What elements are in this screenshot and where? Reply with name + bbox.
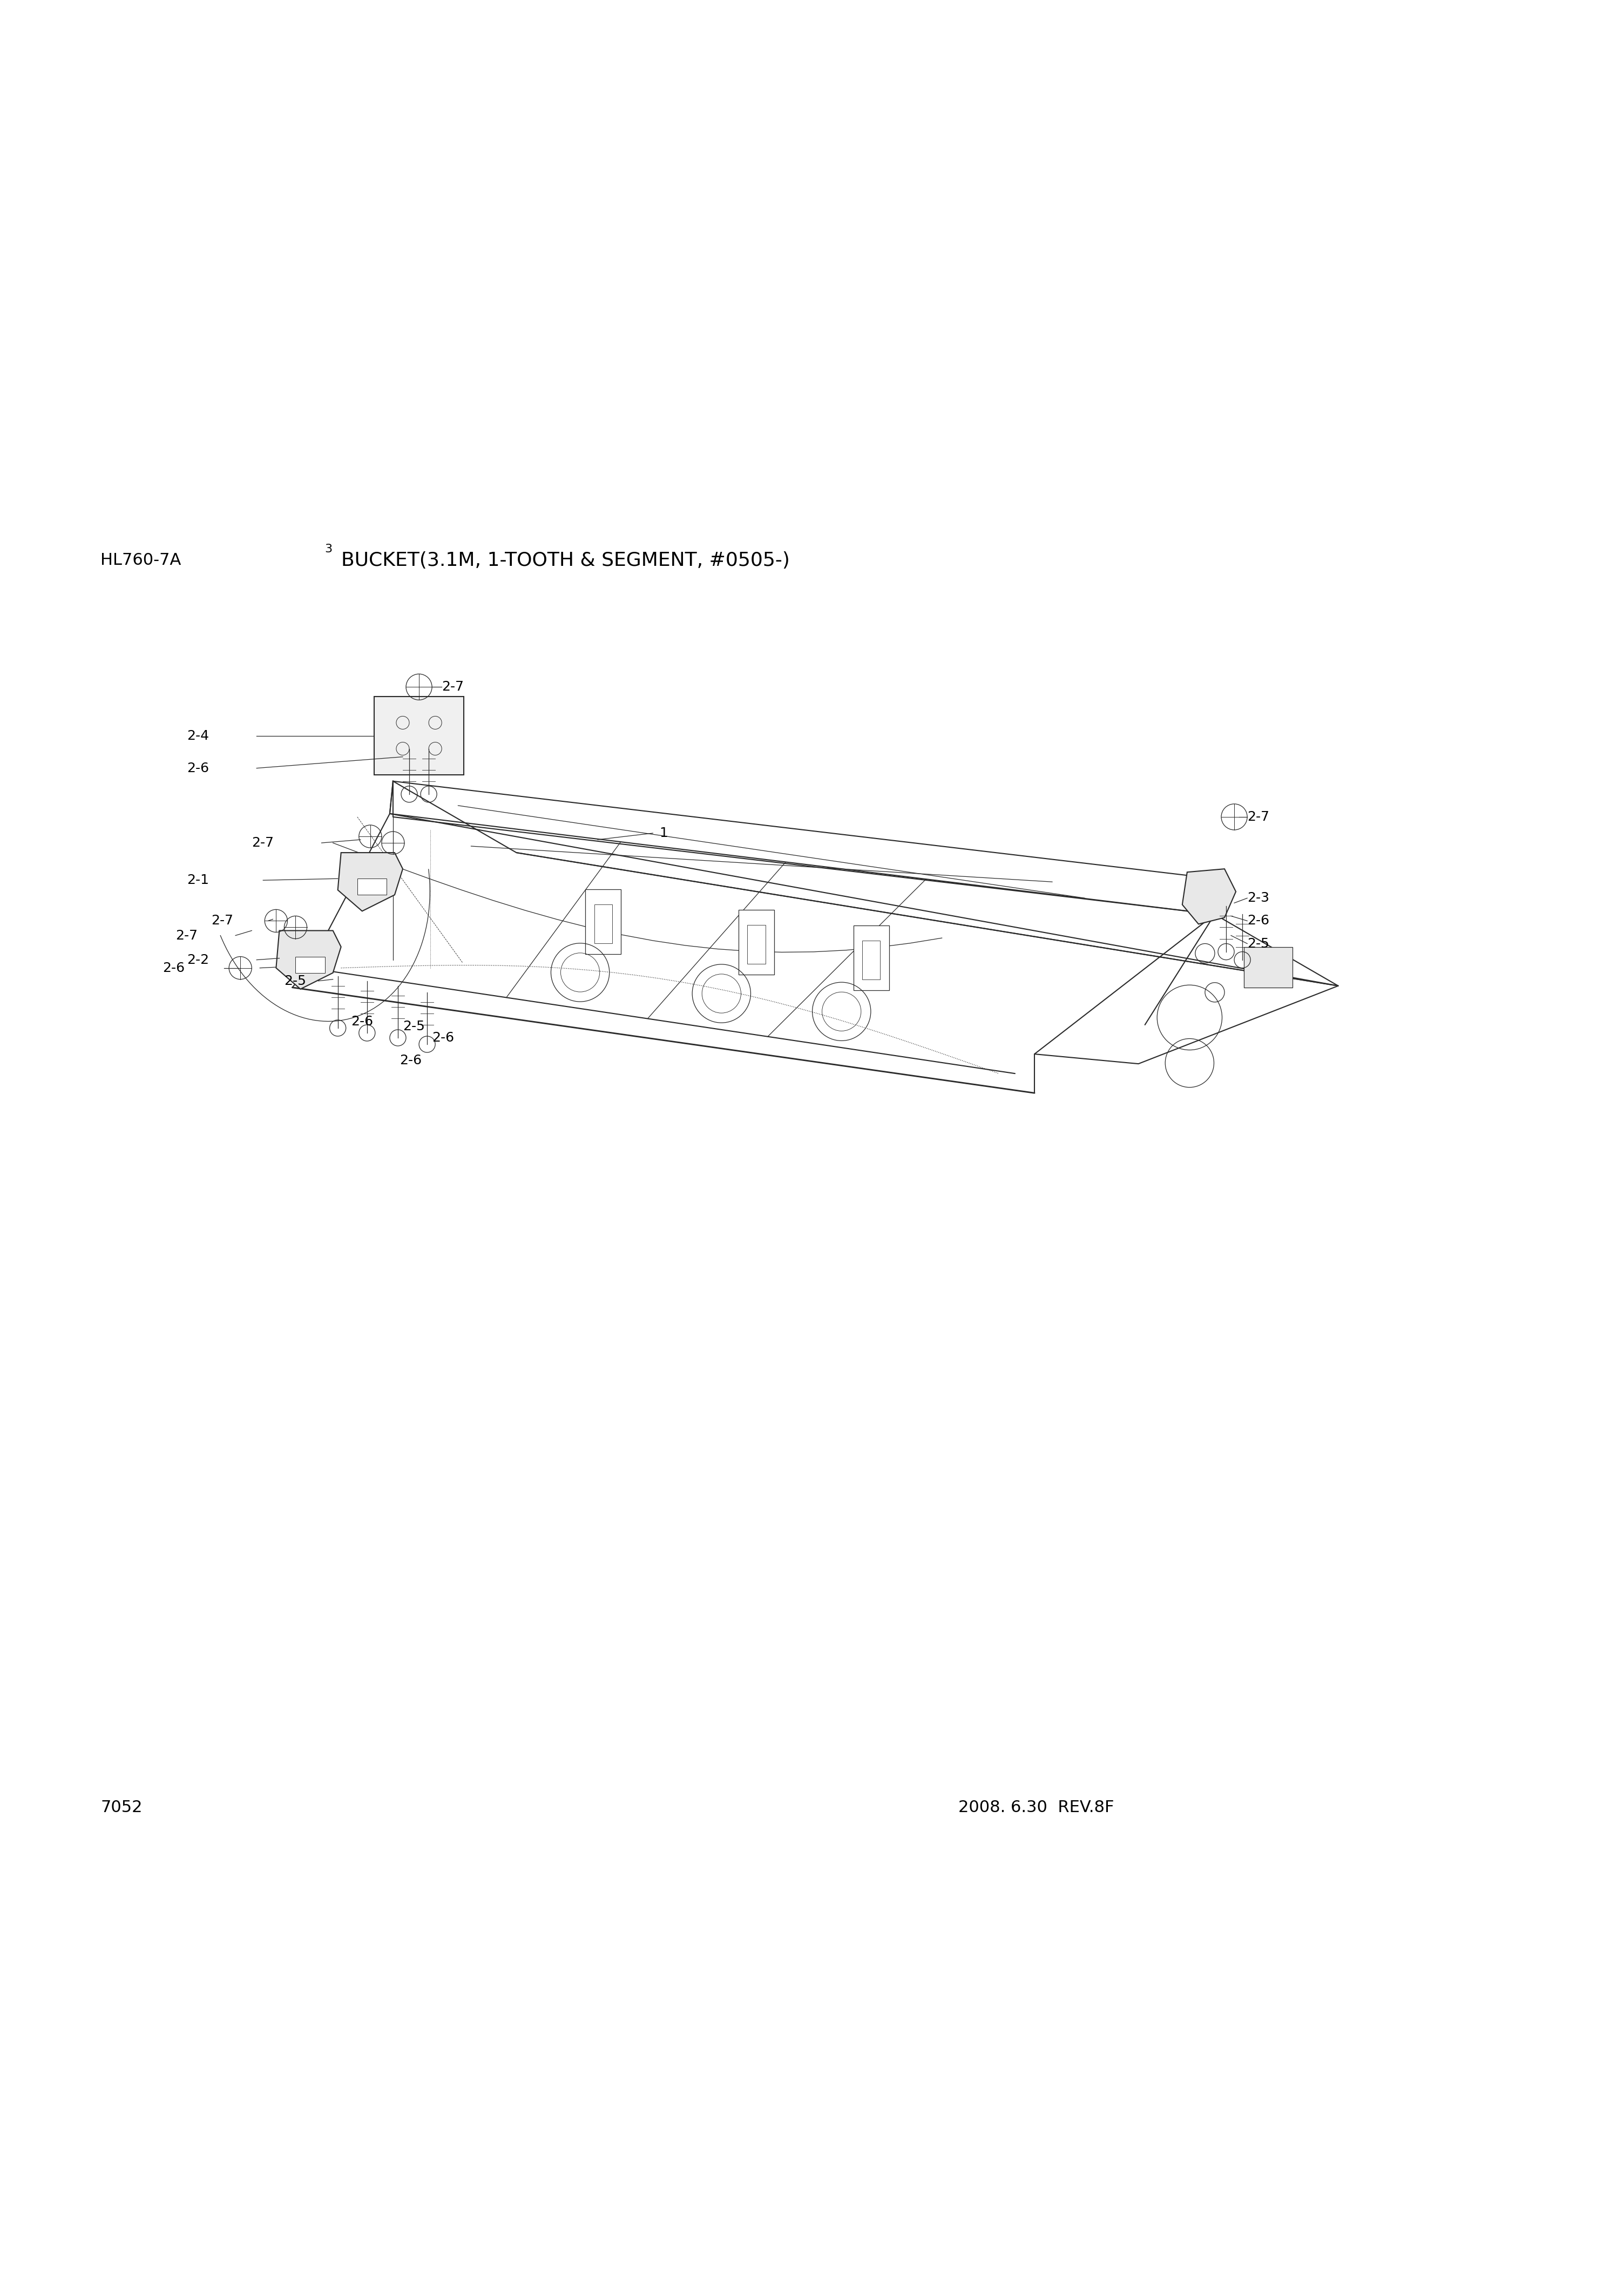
Bar [296,956,325,972]
Bar [585,890,620,954]
Text: 2-7: 2-7 [175,929,198,943]
Text: 2-4: 2-4 [187,729,209,742]
Text: 2-6: 2-6 [432,1031,455,1045]
Text: 2-6: 2-6 [162,961,185,975]
Text: 7052: 7052 [101,1799,143,1815]
Bar [739,911,775,975]
Polygon shape [1182,870,1236,924]
Bar [1244,947,1293,988]
Bar [862,940,880,979]
Text: HL760-7A: HL760-7A [101,553,182,569]
Polygon shape [338,852,403,911]
Text: 3: 3 [325,544,333,553]
Text: 2-3: 2-3 [1247,893,1270,904]
Text: 2-6: 2-6 [351,1016,374,1027]
Text: 2-6: 2-6 [187,763,209,774]
Bar [594,904,612,943]
Text: 2-7: 2-7 [252,836,274,849]
Bar [853,924,888,990]
Bar [747,924,765,963]
Text: 2-7: 2-7 [442,681,464,694]
Text: 2-6: 2-6 [400,1054,422,1068]
Text: 2-6: 2-6 [1247,915,1270,927]
Text: 2-5: 2-5 [403,1020,425,1034]
Bar [357,879,387,895]
Text: 2-5: 2-5 [1247,938,1270,950]
Text: 2-5: 2-5 [284,975,307,988]
Text: 2-7: 2-7 [211,915,234,927]
Polygon shape [276,931,341,988]
Bar [374,697,464,774]
Text: 2008. 6.30  REV.8F: 2008. 6.30 REV.8F [958,1799,1114,1815]
Text: 2-7: 2-7 [1247,811,1270,824]
Text: BUCKET(3.1M, 1-TOOTH & SEGMENT, #0505-): BUCKET(3.1M, 1-TOOTH & SEGMENT, #0505-) [341,551,789,569]
Text: 1: 1 [659,827,667,840]
Text: 2-1: 2-1 [187,874,209,886]
Text: 2-2: 2-2 [187,954,209,965]
